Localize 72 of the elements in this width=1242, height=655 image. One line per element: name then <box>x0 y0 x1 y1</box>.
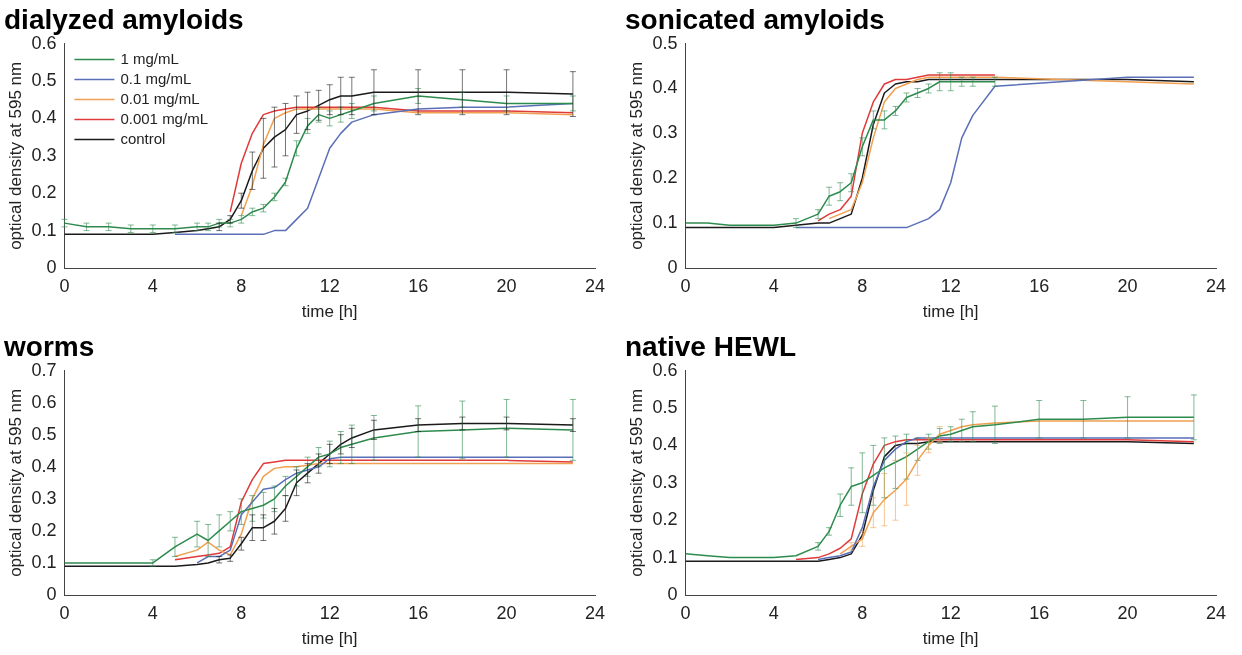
y-tick-label: 0.4 <box>31 107 57 128</box>
x-tick-label: 20 <box>1117 275 1138 296</box>
y-tick-label: 0.1 <box>31 219 57 240</box>
x-tick-label: 0 <box>59 275 70 296</box>
x-axis-title: time [h] <box>922 629 979 649</box>
x-tick-label: 24 <box>584 275 606 296</box>
y-tick-label: 0.5 <box>652 32 678 53</box>
y-tick-label: 0.4 <box>652 77 678 98</box>
x-tick-label: 8 <box>236 602 247 623</box>
x-tick-label: 4 <box>147 275 158 296</box>
chart-title: native HEWL <box>625 330 797 362</box>
y-tick-label: 0.1 <box>652 546 678 567</box>
legend-label: 0.001 mg/mL <box>120 109 208 127</box>
legend-label: 1 mg/mL <box>120 49 179 67</box>
y-tick-label: 0.5 <box>31 423 57 444</box>
y-tick-label: 0.2 <box>31 519 57 540</box>
x-tick-label: 12 <box>319 602 340 623</box>
x-tick-label: 4 <box>768 602 779 623</box>
y-axis-title: optical density at 595 nm <box>5 61 25 250</box>
y-tick-label: 0.6 <box>652 359 678 380</box>
x-tick-label: 16 <box>1029 275 1050 296</box>
y-tick-label: 0.3 <box>31 144 57 165</box>
x-tick-label: 20 <box>496 602 517 623</box>
x-tick-label: 12 <box>940 602 961 623</box>
x-axis-title: time [h] <box>301 629 358 649</box>
x-tick-label: 8 <box>857 602 868 623</box>
legend-label: 0.1 mg/mL <box>120 69 192 87</box>
x-tick-label: 24 <box>1205 275 1227 296</box>
y-tick-label: 0.7 <box>31 359 57 380</box>
x-tick-label: 4 <box>768 275 779 296</box>
x-tick-label: 0 <box>680 602 691 623</box>
x-axis-title: time [h] <box>301 302 358 322</box>
y-tick-label: 0.4 <box>652 434 678 455</box>
x-tick-label: 16 <box>408 602 429 623</box>
y-tick-label: 0 <box>667 256 678 277</box>
y-tick-label: 0.3 <box>31 487 57 508</box>
y-tick-label: 0.2 <box>652 509 678 530</box>
y-tick-label: 0.3 <box>652 471 678 492</box>
x-tick-label: 20 <box>496 275 517 296</box>
x-tick-label: 24 <box>584 602 606 623</box>
x-tick-label: 16 <box>1029 602 1050 623</box>
y-tick-label: 0.3 <box>652 122 678 143</box>
x-tick-label: 12 <box>319 275 340 296</box>
legend-label: 0.01 mg/mL <box>120 89 200 107</box>
y-tick-label: 0.5 <box>31 69 57 90</box>
y-tick-label: 0.2 <box>652 167 678 188</box>
x-tick-label: 8 <box>236 275 247 296</box>
chart-title: sonicated amyloids <box>625 3 885 35</box>
y-axis-title: optical density at 595 nm <box>5 388 25 577</box>
x-tick-label: 0 <box>59 602 70 623</box>
y-axis-title: optical density at 595 nm <box>626 61 646 250</box>
y-tick-label: 0.2 <box>31 182 57 203</box>
x-tick-label: 24 <box>1205 602 1227 623</box>
y-tick-label: 0.1 <box>31 551 57 572</box>
x-tick-label: 12 <box>940 275 961 296</box>
y-tick-label: 0 <box>46 256 57 277</box>
x-tick-label: 0 <box>680 275 691 296</box>
x-tick-label: 16 <box>408 275 429 296</box>
y-tick-label: 0.1 <box>652 212 678 233</box>
x-axis-title: time [h] <box>922 302 979 322</box>
x-tick-label: 4 <box>147 602 158 623</box>
x-tick-label: 8 <box>857 275 868 296</box>
y-tick-label: 0.6 <box>31 391 57 412</box>
x-tick-label: 20 <box>1117 602 1138 623</box>
chart-title: worms <box>3 330 95 362</box>
y-axis-title: optical density at 595 nm <box>626 388 646 577</box>
y-tick-label: 0.4 <box>31 455 57 476</box>
legend-label: control <box>120 129 166 147</box>
chart-title: dialyzed amyloids <box>4 3 244 35</box>
y-tick-label: 0 <box>46 583 57 604</box>
y-tick-label: 0 <box>667 583 678 604</box>
y-tick-label: 0.5 <box>652 396 678 417</box>
